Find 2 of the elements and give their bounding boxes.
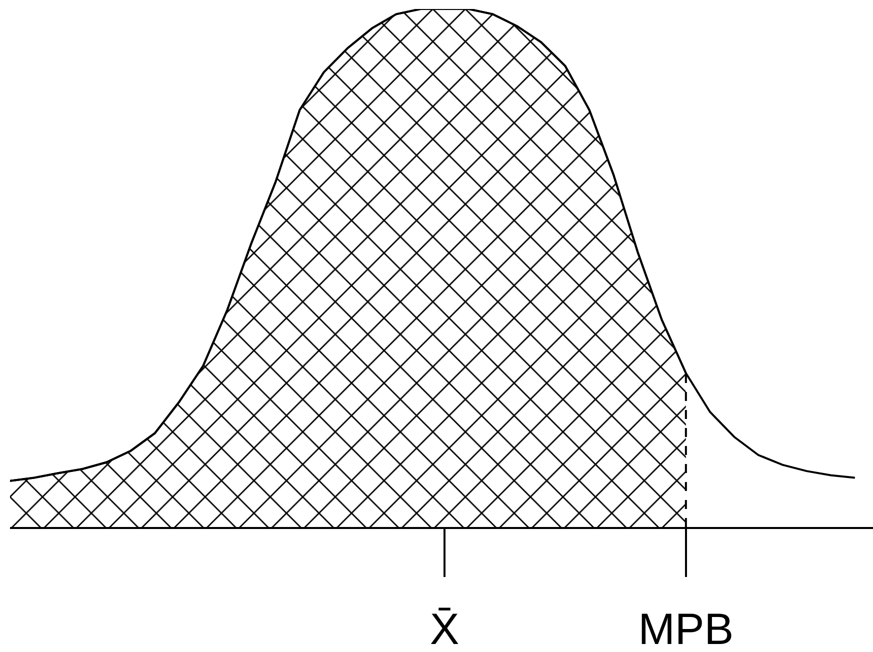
x-tick-label: X̄ (430, 604, 460, 652)
x-tick-label: MPB (638, 604, 734, 652)
